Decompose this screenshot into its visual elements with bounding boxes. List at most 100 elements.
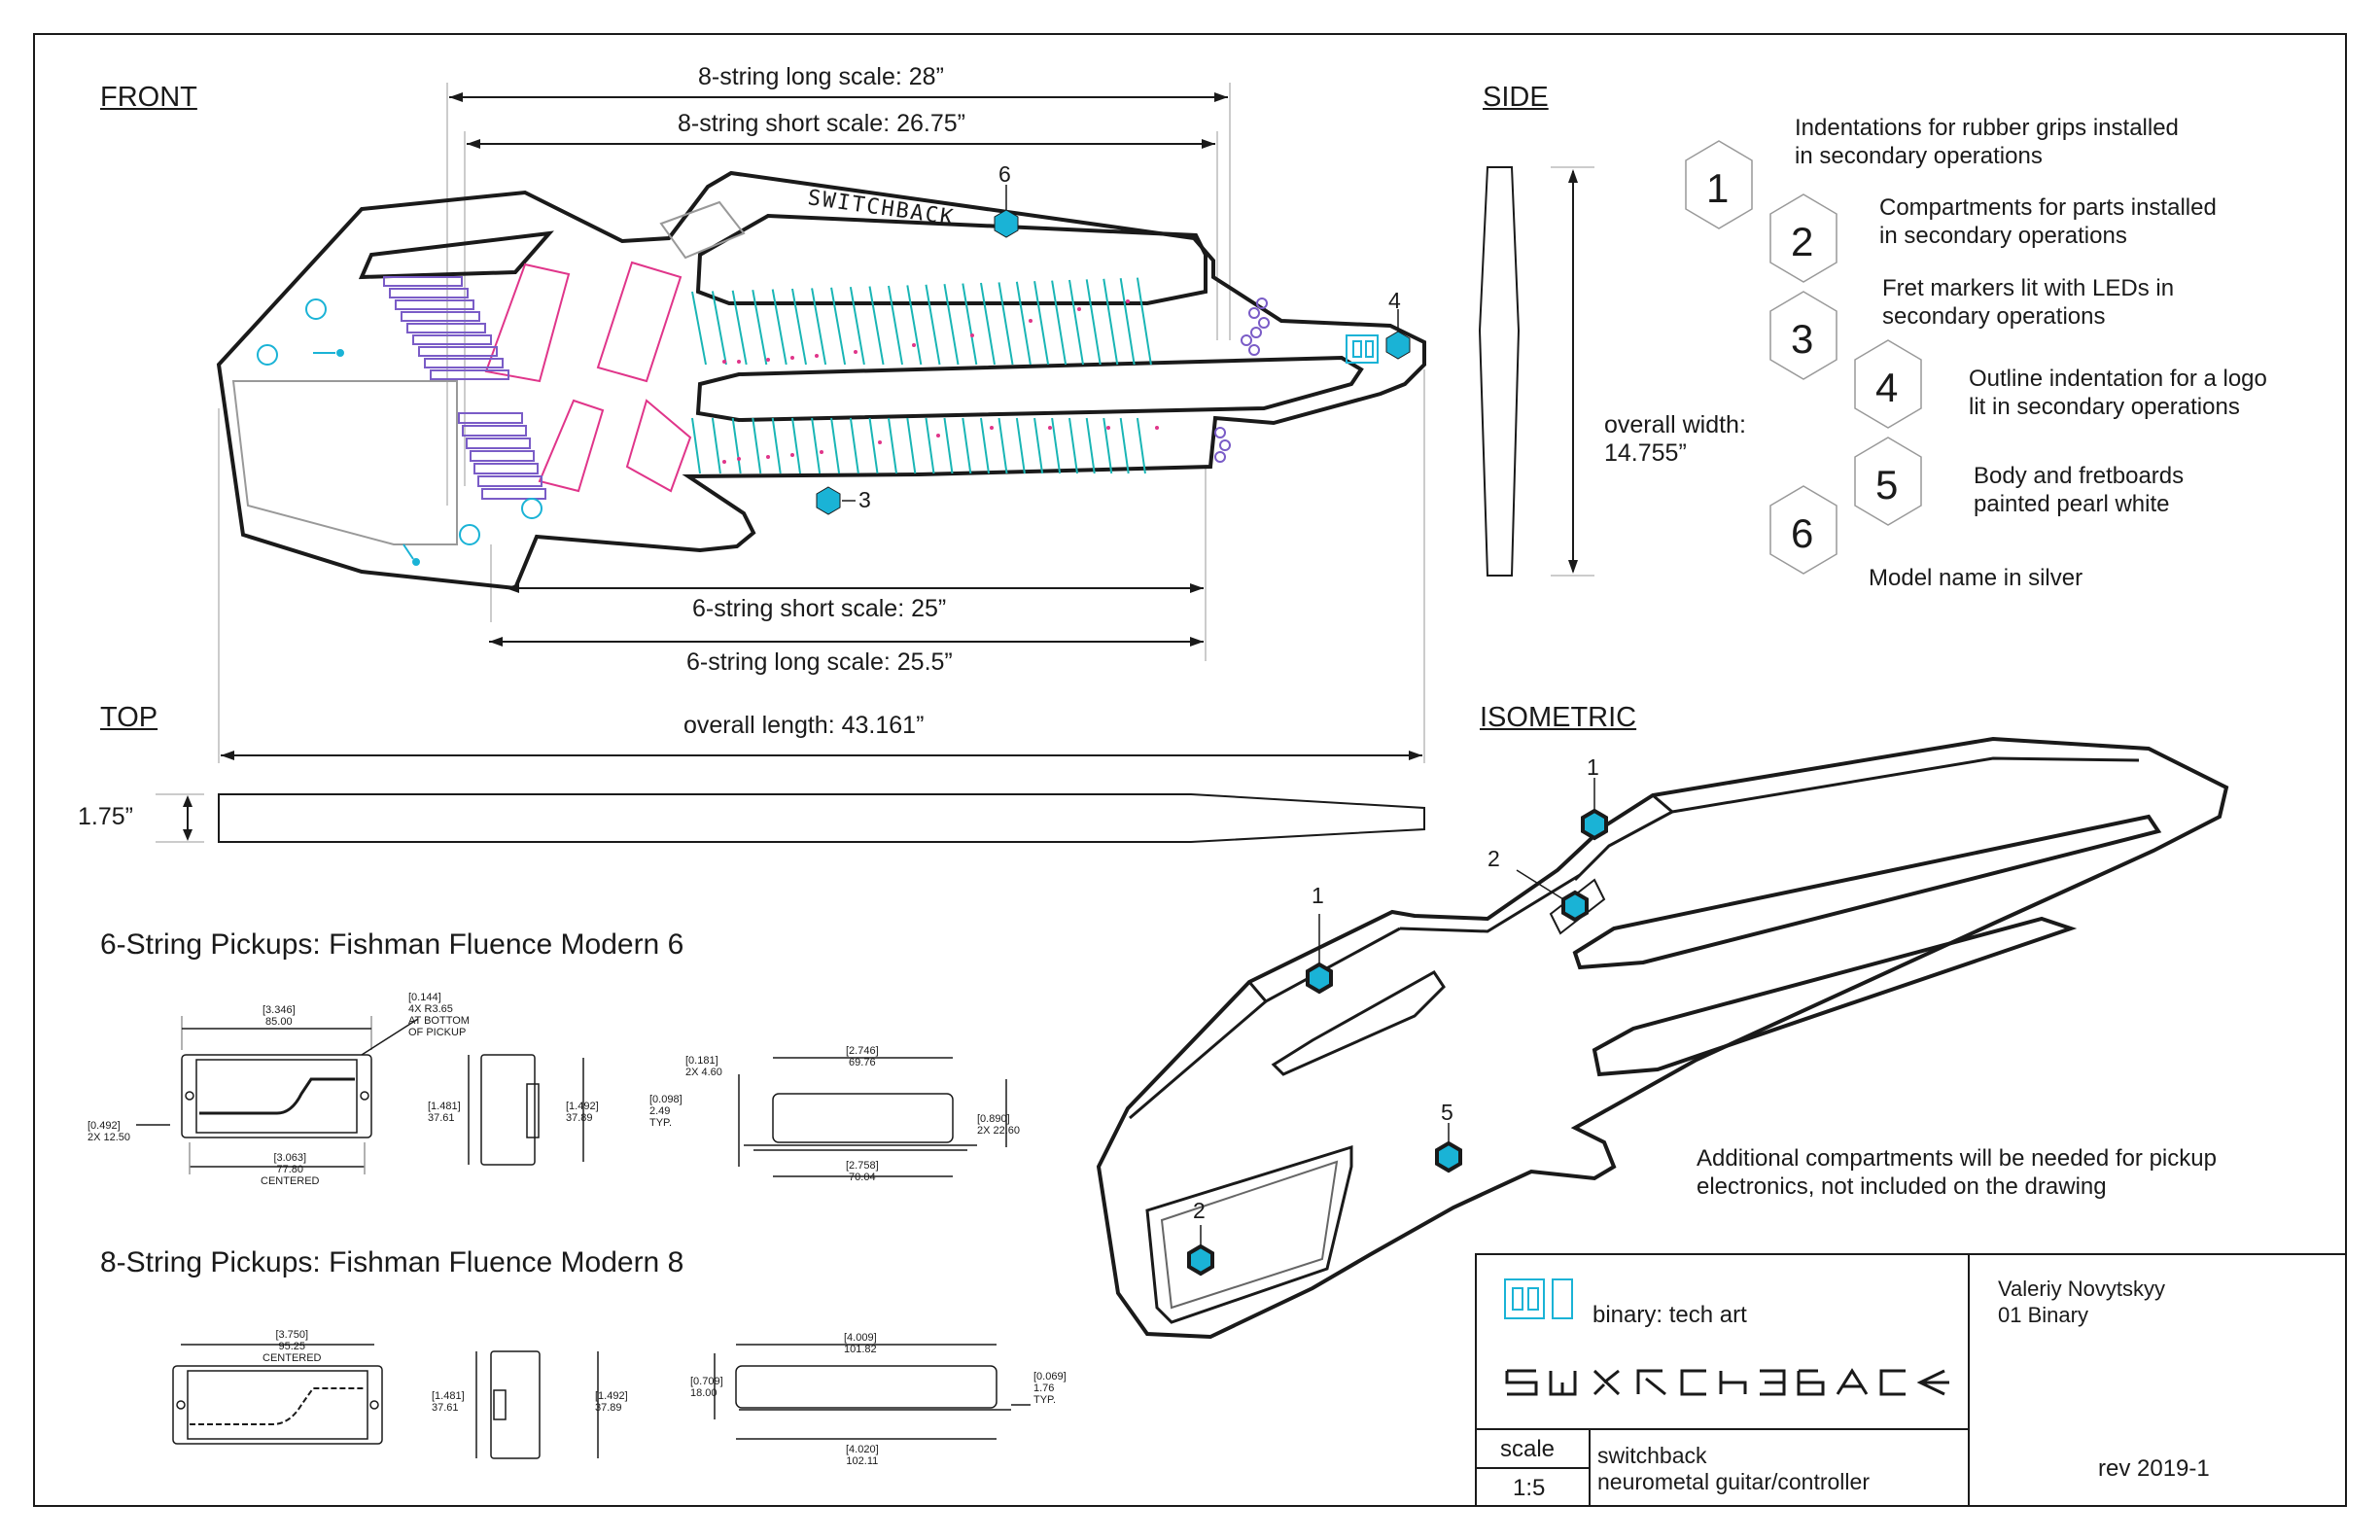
- p6-width-mm: 85.00: [265, 1016, 293, 1028]
- p8-ht-mm: 18.00: [690, 1387, 718, 1399]
- fret-line: [731, 290, 748, 366]
- fret-marker: [737, 360, 741, 364]
- tuner-bar: [424, 358, 504, 368]
- tuner-bar: [418, 346, 498, 357]
- front-view-heading: FRONT: [100, 82, 197, 113]
- fret-line: [731, 417, 742, 474]
- p6-len-mm: 69.76: [849, 1057, 876, 1068]
- p6-ht-in: [0.890]: [977, 1113, 1010, 1125]
- p6-width-in: [3.346]: [262, 1004, 296, 1016]
- compartments-note-line2: electronics, not included on the drawing: [1697, 1173, 2107, 1200]
- p6-bot-in: [2.758]: [846, 1160, 879, 1172]
- fret-line: [830, 417, 841, 474]
- p6-screw-mm: 4X R3.65: [408, 1003, 453, 1015]
- dim-thickness: 1.75”: [78, 803, 133, 830]
- fret-line: [711, 291, 727, 366]
- p8-side-in: [0.069]: [1033, 1371, 1067, 1382]
- fret-line: [830, 287, 847, 366]
- fret-marker: [878, 440, 882, 444]
- fret-marker: [766, 455, 770, 459]
- legend-item-4-line2: lit in secondary operations: [1969, 394, 2240, 420]
- fret-line: [980, 417, 990, 474]
- front-callout-4: 4: [1388, 288, 1401, 313]
- fret-marker: [722, 460, 726, 464]
- fret-line: [1015, 417, 1026, 474]
- fret-line: [1102, 417, 1113, 474]
- p6-ht-mm: 2X 22.60: [977, 1125, 1021, 1137]
- p6-len-in: [2.746]: [846, 1045, 879, 1057]
- tuner-bar: [430, 369, 509, 380]
- fret-marker: [990, 426, 994, 430]
- front-callout-3: 3: [858, 487, 871, 512]
- tuner-bar: [462, 425, 527, 437]
- fret-line: [1136, 417, 1146, 474]
- tuner-bar: [473, 463, 539, 474]
- legend-item-5-line2: painted pearl white: [1974, 491, 2170, 517]
- fret-line: [1119, 278, 1136, 366]
- legend-num-6: 6: [1791, 510, 1814, 556]
- p8-h2: [1.492] 37.89: [595, 1390, 628, 1414]
- p8-h1-mm: 37.61: [432, 1402, 459, 1414]
- p6-base-note: TYP.: [649, 1117, 673, 1129]
- p6-screw-note1: AT BOTTOM: [408, 1015, 470, 1027]
- iso-callout-2b: 2: [1193, 1198, 1206, 1223]
- tuner-bar: [477, 475, 542, 487]
- dim-8-short: 8-string short scale: 26.75”: [678, 110, 965, 137]
- legend-item-1-line1: Indentations for rubber grips installed: [1795, 115, 2179, 141]
- p6-screw-in: [0.144]: [408, 992, 441, 1003]
- title-description: neurometal guitar/controller: [1597, 1469, 1870, 1494]
- fret-marker: [912, 343, 916, 347]
- p6-edge-in: [0.492]: [88, 1120, 121, 1132]
- dim-6-long: 6-string long scale: 25.5”: [686, 648, 953, 676]
- fret-line: [906, 417, 917, 474]
- fret-line: [1119, 417, 1130, 474]
- tuner-bar: [481, 488, 546, 500]
- fret-marker: [1106, 426, 1110, 430]
- p6-center: [3.063] 77.80 CENTERED: [261, 1152, 320, 1187]
- fret-line: [1033, 417, 1044, 474]
- p8-len: [4.009] 101.82: [844, 1332, 877, 1355]
- p8-ht: [0.709] 18.00: [690, 1376, 723, 1399]
- legend-item-6-line1: Model name in silver: [1869, 565, 2083, 591]
- p6-center-mm: 77.80: [276, 1164, 304, 1175]
- dim-overall-width-value: 14.755”: [1604, 439, 1687, 467]
- pickup-8-title: 8-String Pickups: Fishman Fluence Modern…: [100, 1246, 684, 1278]
- side-view: [1478, 166, 1594, 577]
- pickup-8-drawings: [172, 1344, 1031, 1459]
- fret-line: [1015, 281, 1032, 366]
- p6-len: [2.746] 69.76: [846, 1045, 879, 1068]
- tuner-bar: [389, 288, 469, 298]
- fret-marker: [1048, 426, 1052, 430]
- legend-num-2: 2: [1791, 219, 1814, 264]
- p8-bot-mm: 102.11: [846, 1455, 879, 1467]
- fret-line: [771, 289, 788, 366]
- legend-item-1: Indentations for rubber grips installed …: [1795, 114, 2179, 170]
- front-callout-6: 6: [998, 161, 1011, 187]
- tuner-bar: [412, 334, 492, 345]
- title-org: 01 Binary: [1998, 1303, 2088, 1327]
- fret-line: [1102, 278, 1119, 366]
- legend-item-2-line1: Compartments for parts installed: [1879, 194, 2217, 221]
- p8-width-note: CENTERED: [262, 1352, 322, 1364]
- p6-screw: [0.144] 4X R3.65 AT BOTTOM OF PICKUP: [408, 992, 470, 1038]
- sheet-border: [33, 33, 2347, 1507]
- legend-item-5-line1: Body and fretboards: [1974, 463, 2185, 489]
- legend-num-4: 4: [1875, 365, 1899, 410]
- fret-line: [888, 417, 897, 474]
- fret-line: [691, 291, 707, 366]
- title-scale-value: 1:5: [1513, 1475, 1546, 1501]
- side-view-heading: SIDE: [1483, 82, 1549, 113]
- legend-item-4: Outline indentation for a logo lit in se…: [1969, 365, 2267, 421]
- fret-line: [925, 417, 935, 474]
- p8-side: [0.069] 1.76 TYP.: [1033, 1371, 1067, 1406]
- fret-line: [868, 286, 885, 366]
- title-revision: rev 2019-1: [2098, 1455, 2210, 1482]
- p8-h1-in: [1.481]: [432, 1390, 465, 1402]
- fret-line: [791, 417, 801, 474]
- fret-line: [791, 288, 807, 366]
- legend-item-4-line1: Outline indentation for a logo: [1969, 366, 2267, 392]
- fret-line: [849, 287, 865, 366]
- p6-top: [0.181] 2X 4.60: [685, 1055, 722, 1078]
